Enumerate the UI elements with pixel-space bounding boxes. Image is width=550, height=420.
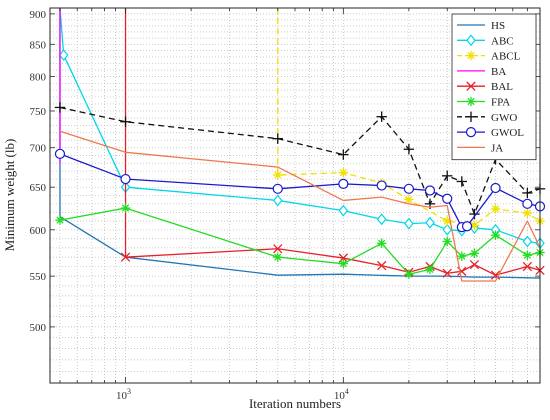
data-point-abc: [522, 235, 533, 248]
data-point-abcl: [404, 194, 414, 205]
data-point-gwol: [424, 185, 436, 196]
legend-label-bal: BAL: [491, 81, 513, 93]
y-tick-label: 800: [30, 72, 47, 84]
data-point-abcl: [490, 204, 501, 214]
data-point-abcl: [522, 208, 533, 218]
y-tick-label: 850: [30, 39, 47, 51]
data-point-bal: [522, 261, 533, 272]
y-axis-label: Minimum weight (lb): [2, 139, 17, 252]
data-point-gwo: [54, 102, 66, 113]
series-fpa: [55, 203, 545, 279]
data-point-fpa: [442, 236, 452, 247]
series-hs: [59, 8, 541, 279]
data-point-gwo: [272, 133, 283, 144]
legend-label-gwo: GWO: [491, 112, 517, 124]
data-point-gwol: [376, 180, 387, 191]
legend-marker-gwol: [465, 127, 477, 138]
data-point-gwo: [456, 176, 468, 187]
series-line-gwol: [59, 153, 541, 228]
data-point-gwol: [120, 173, 131, 185]
data-point-gwol: [338, 178, 349, 190]
data-point-abc: [338, 204, 349, 217]
y-tick-label: 750: [30, 106, 47, 118]
data-point-fpa: [55, 215, 65, 225]
series-line-hs: [59, 8, 541, 279]
legend: HS ABC ABCL BA BAL FPA GWO GWOL JA: [451, 13, 537, 161]
y-tick-label: 700: [30, 143, 47, 155]
legend-label-abc: ABC: [491, 35, 514, 47]
legend-marker-abc: [466, 34, 476, 47]
data-point-abc: [376, 213, 387, 226]
data-point-gwo: [376, 111, 387, 122]
x-tick-label: 104: [334, 387, 349, 402]
data-point-gwol: [272, 183, 283, 194]
x-tick-label: 103: [116, 387, 131, 402]
data-point-gwo: [120, 116, 131, 127]
data-point-abc: [425, 216, 435, 229]
y-tick-label: 500: [30, 322, 47, 334]
data-point-bal: [120, 252, 131, 262]
legend-label-ja: JA: [491, 142, 503, 154]
data-point-gwo: [522, 187, 533, 199]
series-line-ja: [59, 130, 541, 282]
legend-label-hs: HS: [491, 20, 505, 32]
data-point-fpa: [469, 248, 480, 259]
y-tick-label: 600: [30, 225, 47, 237]
legend-label-fpa: FPA: [491, 97, 510, 109]
legend-label-abcl: ABCL: [491, 51, 521, 63]
data-point-abcl: [273, 170, 283, 180]
data-point-bal: [273, 244, 283, 254]
legend-marker-gwo: [465, 111, 477, 122]
legend-marker-abcl: [466, 50, 476, 61]
data-point-gwol: [490, 182, 501, 194]
data-point-gwol: [442, 193, 453, 204]
x-axis-label: Iteration numbers: [249, 396, 341, 411]
legend-label-ba: BA: [491, 66, 506, 78]
series-abc: [58, 7, 545, 250]
data-point-abc: [272, 194, 283, 207]
data-point-fpa: [425, 264, 435, 275]
data-point-fpa: [457, 251, 467, 261]
data-point-fpa: [338, 258, 349, 269]
data-point-gwol: [54, 148, 66, 159]
data-point-fpa: [273, 252, 283, 262]
axes: 500 550 600 650 700 750 800 850 900 103 104: [30, 8, 541, 402]
data-point-gwo: [403, 144, 415, 155]
data-point-abc: [58, 49, 69, 62]
data-point-bal: [469, 259, 480, 270]
y-tick-label: 900: [30, 9, 47, 21]
data-point-bal: [377, 260, 387, 271]
data-point-bal: [442, 268, 452, 278]
data-point-gwol: [461, 221, 473, 232]
series-gwol: [54, 148, 546, 233]
data-point-gwo: [442, 170, 453, 182]
data-point-fpa: [376, 238, 387, 248]
data-point-bal: [490, 270, 501, 280]
data-point-fpa: [404, 269, 414, 279]
data-point-abcl: [469, 220, 480, 231]
data-point-gwo: [338, 149, 349, 160]
y-tick-label: 550: [30, 271, 47, 283]
legend-marker-fpa: [466, 96, 476, 107]
legend-marker-bal: [466, 81, 476, 91]
y-tick-label: 650: [30, 182, 47, 194]
data-point-fpa: [490, 230, 501, 240]
data-point-abc: [442, 223, 452, 236]
data-point-fpa: [522, 250, 533, 260]
data-point-abc: [404, 217, 414, 230]
data-point-fpa: [120, 203, 131, 213]
data-point-gwo: [469, 208, 480, 220]
legend-label-gwol: GWOL: [491, 127, 524, 139]
data-point-gwol: [522, 198, 533, 209]
series-line-fpa: [59, 207, 541, 275]
data-point-abcl: [338, 167, 349, 178]
data-point-gwol: [403, 183, 414, 194]
series-ja: [59, 130, 541, 282]
